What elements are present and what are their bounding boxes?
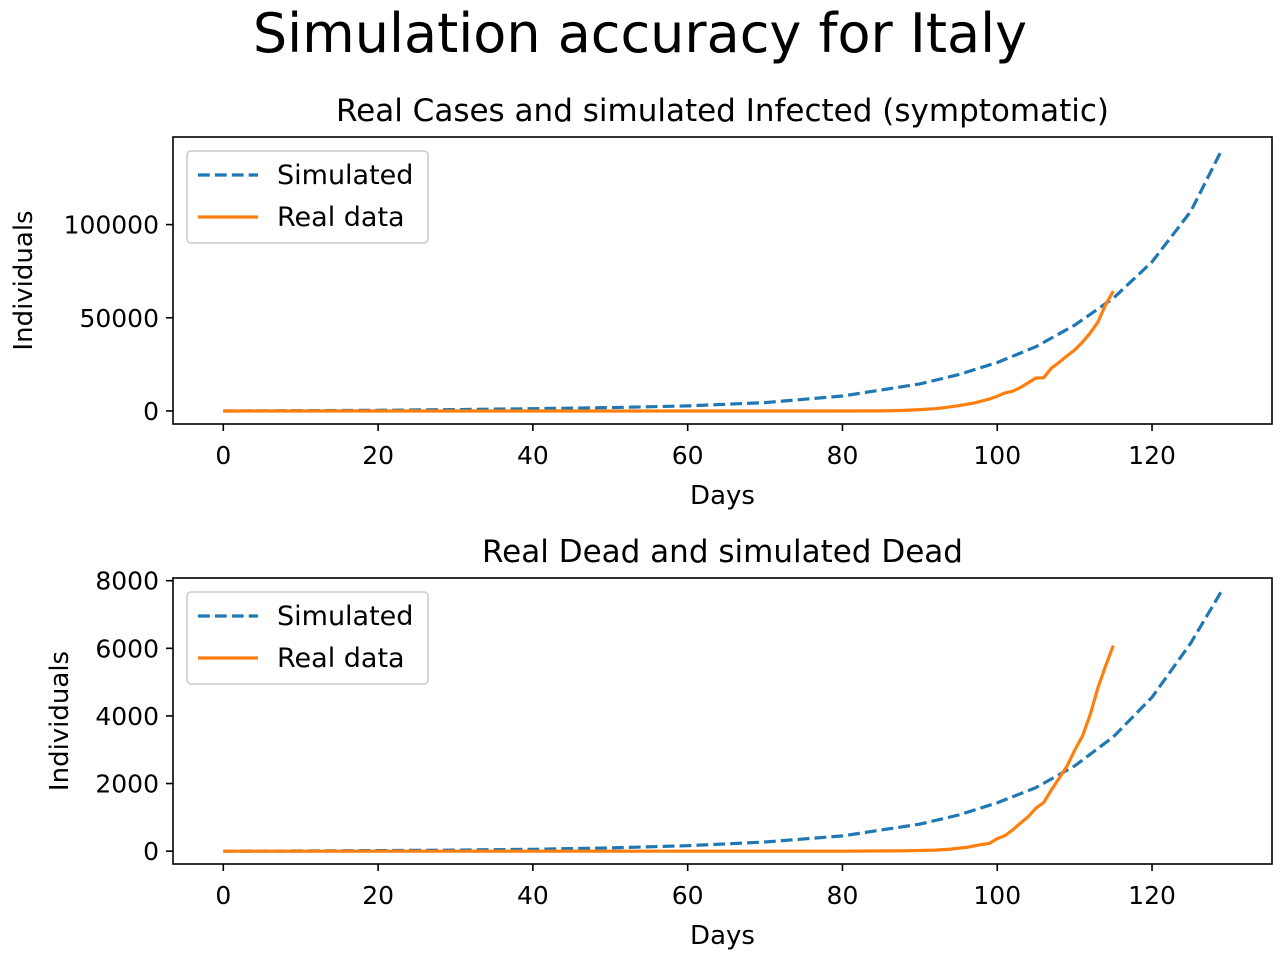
- cases-x-tick-label: 20: [362, 441, 394, 470]
- cases-y-axis-label: Individuals: [9, 210, 39, 350]
- figure-title: Simulation accuracy for Italy: [253, 2, 1027, 65]
- dead-y-tick-label: 2000: [95, 770, 159, 799]
- cases-x-tick-label: 100: [973, 441, 1021, 470]
- subplot-dead: Real Dead and simulated Dead 0 20 40 60 80 100…: [45, 534, 1273, 951]
- subplot-cases: Real Cases and simulated Infected (sympt…: [9, 93, 1273, 511]
- dead-series-real-line: [223, 645, 1115, 853]
- cases-subplot-title: Real Cases and simulated Infected (sympt…: [336, 93, 1109, 129]
- dead-x-tick-label: 100: [973, 881, 1021, 910]
- cases-x-axis-label: Days: [690, 481, 755, 511]
- dead-x-tick-label: 120: [1128, 881, 1176, 910]
- cases-y-tick-label: 0: [143, 397, 159, 426]
- cases-y-tick-label: 50000: [79, 304, 159, 333]
- cases-axes-frame: [172, 136, 1273, 425]
- cases-x-tick-label: 120: [1128, 441, 1176, 470]
- cases-legend: Simulated Real data: [186, 150, 429, 244]
- dead-y-tick-label: 0: [143, 837, 159, 866]
- dead-subplot-title: Real Dead and simulated Dead: [482, 534, 963, 570]
- cases-y-tick-label: 100000: [64, 211, 159, 240]
- dead-legend-box: [186, 591, 429, 685]
- dead-legend-label-simulated: Simulated: [277, 601, 413, 632]
- dead-axes-frame: [172, 577, 1273, 865]
- cases-x-tick-label: 80: [827, 441, 859, 470]
- dead-y-tick-label: 4000: [95, 702, 159, 731]
- dead-x-tick-label: 80: [827, 881, 859, 910]
- dead-x-axis-label: Days: [690, 921, 755, 951]
- dead-x-tick-label: 40: [517, 881, 549, 910]
- cases-legend-box: [186, 150, 429, 244]
- cases-legend-label-real: Real data: [277, 202, 405, 233]
- dead-y-tick-label: 6000: [95, 634, 159, 663]
- dead-series-simulated-line: [223, 589, 1224, 853]
- dead-y-tick-label: 8000: [95, 567, 159, 596]
- dead-legend: Simulated Real data: [186, 591, 429, 685]
- dead-x-tick-label: 0: [215, 881, 231, 910]
- cases-series-real-line: [223, 290, 1115, 413]
- dead-y-axis-label: Individuals: [45, 651, 75, 791]
- dead-x-tick-label: 60: [672, 881, 704, 910]
- cases-series-simulated-line: [223, 149, 1224, 413]
- dead-x-tick-label: 20: [362, 881, 394, 910]
- cases-x-tick-label: 60: [672, 441, 704, 470]
- dead-legend-label-real: Real data: [277, 643, 405, 674]
- cases-x-tick-label: 40: [517, 441, 549, 470]
- cases-legend-label-simulated: Simulated: [277, 160, 413, 191]
- cases-x-tick-label: 0: [215, 441, 231, 470]
